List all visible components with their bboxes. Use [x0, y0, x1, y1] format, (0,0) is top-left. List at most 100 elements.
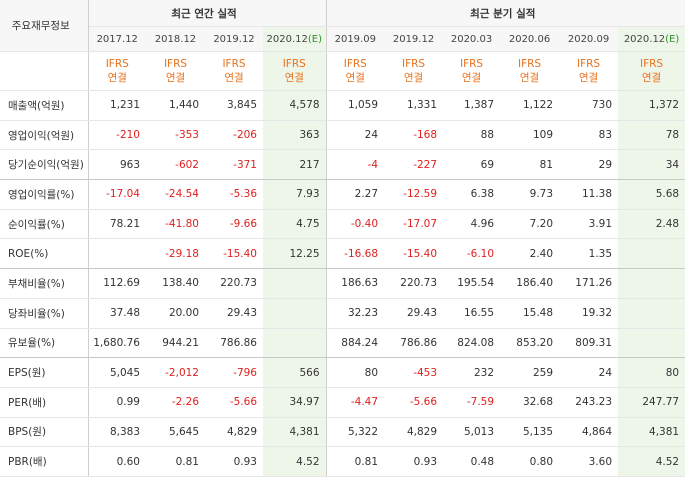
accounting-standard-row: IFRS 연결 IFRS 연결 IFRS 연결 IFRS 연결 IFRS 연결 IFRS 연결 IFRS… [0, 51, 685, 91]
table-cell: 243.23 [559, 387, 619, 418]
table-cell: -5.36 [205, 179, 263, 210]
table-cell: -9.66 [205, 209, 263, 240]
table-cell: 20.00 [146, 298, 205, 329]
row-label: BPS(원) [0, 417, 89, 448]
row-label: PER(배) [0, 387, 89, 418]
table-cell: 186.63 [326, 268, 385, 299]
table-cell: 6.38 [443, 179, 501, 210]
consolidated-label: 연결 [641, 72, 662, 84]
table-cell: 24 [559, 357, 619, 388]
table-cell: -796 [205, 357, 263, 388]
table-cell: 32.68 [500, 387, 560, 418]
table-row: BPS(원) 8,383 5,645 4,829 4,381 5,322 4,829 5,01… [0, 417, 685, 448]
corner-label: 주요재무정보 [0, 0, 89, 52]
table-cell: 7.93 [263, 179, 327, 210]
table-cell: 138.40 [146, 268, 205, 299]
table-cell: 1.35 [559, 238, 619, 270]
table-cell: -453 [384, 357, 444, 388]
table-cell: 34 [618, 149, 685, 181]
annual-group-header: 최근 연간 실적 [88, 0, 327, 27]
table-cell: 824.08 [443, 328, 501, 359]
table-cell: 1,387 [443, 90, 501, 121]
table-cell: 8,383 [88, 417, 146, 448]
ifrs-label: IFRS [401, 58, 426, 70]
table-cell: 32.23 [326, 298, 385, 329]
consolidated-label: 연결 [345, 72, 365, 84]
table-cell: 5,013 [443, 417, 501, 448]
table-cell: 853.20 [500, 328, 560, 359]
table-cell: -5.66 [205, 387, 263, 418]
table-cell: 9.73 [500, 179, 560, 210]
table-cell: 195.54 [443, 268, 501, 299]
table-row: 당좌비율(%) 37.48 20.00 29.43 32.23 29.43 16.55 15.… [0, 298, 685, 329]
accounting-standard-empty-cell [0, 51, 89, 91]
table-cell: 29.43 [205, 298, 263, 329]
table-cell: 0.80 [500, 446, 560, 477]
ifrs-label: IFRS [343, 58, 367, 70]
table-cell: 247.77 [618, 387, 685, 418]
table-cell [618, 328, 685, 359]
table-cell: 81 [500, 149, 560, 181]
table-cell: 3.91 [559, 209, 619, 240]
ifrs-label: IFRS [517, 58, 542, 70]
table-cell: 24 [326, 120, 385, 151]
period-header: 2020.09 [559, 26, 619, 52]
accounting-standard-cell: IFRS 연결 [384, 51, 444, 91]
ifrs-label: IFRS [640, 58, 664, 70]
accounting-standard-cell: IFRS 연결 [326, 51, 385, 91]
ifrs-label: IFRS [459, 58, 484, 70]
table-row: 당기순이익(억원) 963 -602 -371 217 -4 -227 69 81 29 34 [0, 149, 685, 181]
table-cell: 786.86 [205, 328, 263, 359]
table-cell: 80 [618, 357, 685, 388]
table-cell: 171.26 [559, 268, 619, 299]
table-cell: -4.47 [326, 387, 385, 418]
table-row: EPS(원) 5,045 -2,012 -796 566 80 -453 232 259 24 80 [0, 357, 685, 388]
row-label: 유보율(%) [0, 328, 89, 359]
quarter-group-header: 최근 분기 실적 [326, 0, 685, 27]
table-cell: 4,829 [205, 417, 263, 448]
consolidated-label: 연결 [519, 72, 540, 84]
table-cell: 69 [443, 149, 501, 181]
table-cell: -29.18 [146, 238, 205, 270]
table-cell: -6.10 [443, 238, 501, 270]
table-cell: -2,012 [146, 357, 205, 388]
table-cell: -17.04 [88, 179, 146, 210]
table-cell: 5,645 [146, 417, 205, 448]
table-cell: 5,135 [500, 417, 560, 448]
table-cell: 809.31 [559, 328, 619, 359]
accounting-standard-cell: IFRS 연결 [618, 51, 685, 91]
accounting-standard-cell: IFRS 연결 [500, 51, 560, 91]
table-cell: 786.86 [384, 328, 444, 359]
table-row: PBR(배) 0.60 0.81 0.93 4.52 0.81 0.93 0.48 0.80 3.… [0, 446, 685, 477]
period-header: 2019.09 [326, 26, 385, 52]
table-cell: 4,829 [384, 417, 444, 448]
consolidated-label: 연결 [165, 72, 186, 84]
ifrs-label: IFRS [163, 58, 188, 70]
table-cell: -206 [205, 120, 263, 151]
consolidated-label: 연결 [578, 72, 599, 84]
table-cell: 34.97 [263, 387, 327, 418]
table-cell: 1,680.76 [88, 328, 146, 359]
table-cell: 259 [500, 357, 560, 388]
row-label: 순이익률(%) [0, 209, 89, 240]
estimate-marker: (E) [307, 33, 322, 45]
table-cell: 0.81 [146, 446, 205, 477]
table-cell: 220.73 [205, 268, 263, 299]
ifrs-label: IFRS [105, 58, 129, 70]
table-row: 영업이익률(%) -17.04 -24.54 -5.36 7.93 2.27 -12.59 6… [0, 179, 685, 210]
table-cell: -41.80 [146, 209, 205, 240]
table-cell: 566 [263, 357, 327, 388]
accounting-standard-cell: IFRS 연결 [88, 51, 146, 91]
table-cell: 78 [618, 120, 685, 151]
table-cell: 80 [326, 357, 385, 388]
table-cell: 944.21 [146, 328, 205, 359]
table-cell [263, 328, 327, 359]
table-cell: 232 [443, 357, 501, 388]
accounting-standard-cell: IFRS 연결 [559, 51, 619, 91]
table-cell: 884.24 [326, 328, 385, 359]
table-cell: 29.43 [384, 298, 444, 329]
table-cell: 0.48 [443, 446, 501, 477]
estimate-marker: (E) [665, 33, 680, 45]
table-cell: 5.68 [618, 179, 685, 210]
period-header: 2020.12(E) [618, 26, 685, 52]
